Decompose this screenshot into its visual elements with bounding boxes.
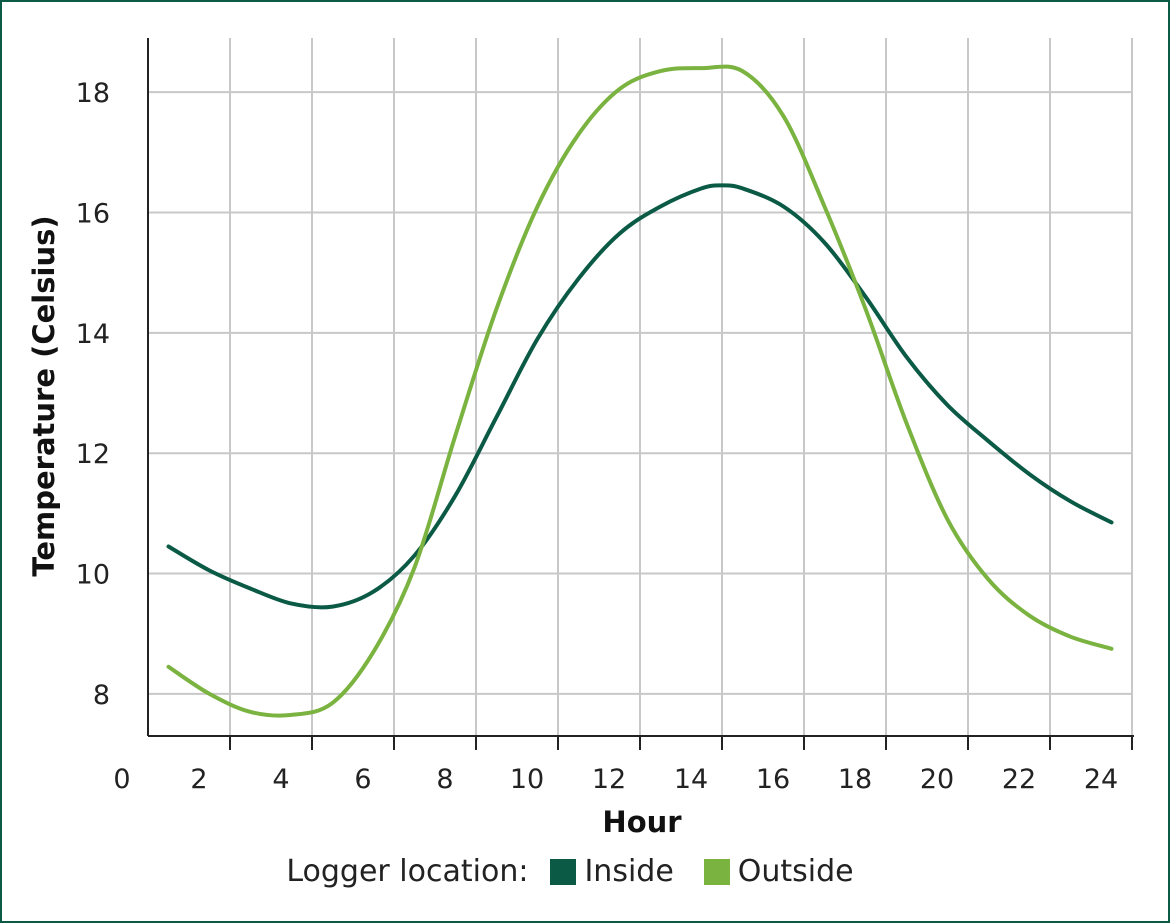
x-tick-label-2: 2 [190,764,207,795]
x-tick-label-14: 14 [674,764,708,795]
y-tick-label-18: 18 [76,78,110,109]
y-tick-label-8: 8 [93,680,110,711]
x-tick-label-24: 24 [1084,764,1118,795]
x-tick-label-22: 22 [1002,764,1036,795]
x-tick-label-10: 10 [510,764,544,795]
legend-swatch-inside [550,858,577,885]
series-line-inside [166,183,1114,610]
y-tick-label-10: 10 [76,560,110,591]
axes [147,38,1134,750]
legend-title: Logger location: [286,854,529,889]
x-tick-label-18: 18 [838,764,872,795]
y-tick-label-16: 16 [76,199,110,230]
x-tick-label-16: 16 [756,764,790,795]
x-tick-label-0: 0 [113,764,130,795]
x-tick-label-8: 8 [436,764,453,795]
y-axis-title: Temperature (Celsius) [27,215,61,576]
x-tick-label-6: 6 [354,764,371,795]
series-lines [166,64,1114,718]
legend-item-inside: Inside [550,854,674,889]
x-tick-label-12: 12 [592,764,626,795]
y-tick-label-14: 14 [76,319,110,350]
legend-item-outside: Outside [703,854,854,889]
legend-label-outside: Outside [737,854,854,889]
y-tick-label-12: 12 [76,439,110,470]
legend-swatch-outside [703,858,730,885]
series-line-outside [166,64,1114,718]
legend: Logger location: Inside Outside [2,854,1168,889]
x-tick-label-4: 4 [272,764,289,795]
x-tick-label-20: 20 [920,764,954,795]
grid-lines [148,38,1133,736]
legend-label-inside: Inside [584,854,674,889]
x-axis-title: Hour [602,805,682,839]
